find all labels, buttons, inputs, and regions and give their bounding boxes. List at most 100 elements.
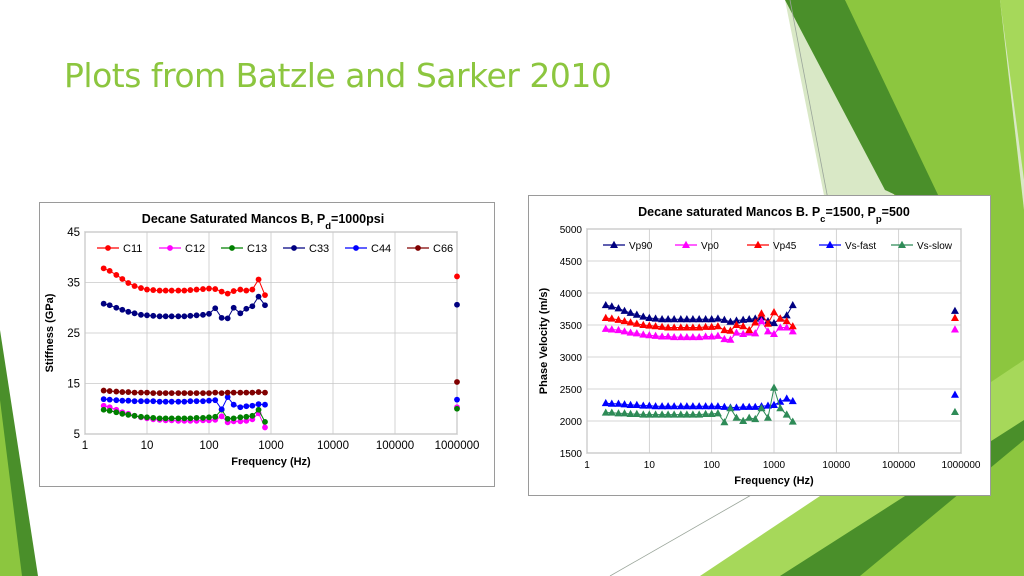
data-point: [658, 332, 667, 340]
corner-shape-top-right-dark: [785, 0, 950, 220]
data-point: [757, 313, 766, 321]
data-point: [125, 397, 132, 404]
data-point: [175, 398, 182, 405]
data-point: [745, 402, 754, 410]
data-point: [249, 402, 256, 409]
legend-label: Vs-slow: [917, 241, 953, 252]
data-point: [670, 323, 679, 331]
y-tick-label: 4500: [560, 257, 583, 268]
data-point: [131, 412, 138, 419]
data-point: [100, 387, 107, 394]
data-point: [776, 404, 785, 412]
data-point: [243, 413, 250, 420]
legend: C11 C12 C13 C33 C44 C66: [97, 243, 453, 255]
data-point: [664, 402, 673, 410]
data-point: [688, 323, 697, 331]
data-point: [682, 402, 691, 410]
y-tick-label: 35: [67, 278, 80, 290]
data-point: [645, 313, 654, 321]
data-point: [607, 399, 616, 407]
data-point: [156, 398, 163, 405]
data-point: [175, 287, 182, 294]
data-point: [113, 304, 120, 311]
data-point: [162, 390, 169, 396]
data-point: [950, 407, 959, 416]
data-point: [206, 285, 212, 292]
legend-label: C11: [123, 243, 142, 255]
data-point: [620, 327, 629, 335]
phase-velocity-chart: Decane saturated Mancos B. Pc=1500, Pp=5…: [528, 195, 991, 496]
data-point: [770, 308, 778, 316]
data-point: [150, 312, 157, 319]
data-point: [701, 332, 710, 340]
data-point: [614, 399, 623, 407]
x-tick-label: 1: [584, 460, 590, 471]
data-point: [645, 401, 654, 409]
series-vp0: [601, 316, 959, 343]
series-c44: [100, 394, 460, 413]
legend-marker: [826, 240, 834, 248]
data-point: [713, 314, 722, 322]
data-point: [720, 334, 729, 343]
legend-label: C12: [185, 243, 205, 255]
data-point: [162, 415, 169, 422]
data-point: [100, 406, 107, 413]
data-point: [626, 318, 635, 326]
data-point: [614, 325, 623, 334]
data-point: [243, 403, 250, 410]
data-point: [206, 397, 212, 404]
data-point: [788, 396, 797, 405]
data-point: [168, 390, 175, 396]
data-point: [181, 287, 188, 294]
data-point: [262, 389, 268, 396]
data-point: [695, 410, 704, 418]
y-tick-label: 4000: [560, 289, 583, 300]
x-tick-label: 1000: [763, 460, 786, 471]
data-point: [454, 405, 460, 412]
data-point: [670, 332, 679, 341]
data-point: [707, 315, 716, 323]
data-point: [607, 408, 616, 416]
data-point: [144, 414, 150, 421]
data-point: [720, 315, 729, 323]
data-point: [175, 415, 182, 422]
data-point: [950, 325, 959, 333]
x-axis-label: Frequency (Hz): [231, 456, 311, 468]
data-point: [607, 302, 616, 310]
y-tick-label: 3500: [560, 321, 583, 332]
data-point: [237, 418, 244, 425]
data-point: [187, 390, 194, 396]
data-point: [739, 322, 748, 330]
data-point: [212, 389, 219, 396]
data-point: [707, 322, 716, 330]
data-point: [695, 332, 704, 341]
data-point: [607, 325, 616, 333]
data-point: [119, 397, 126, 404]
corner-shape-top-right-lime: [1000, 0, 1024, 180]
data-point: [763, 413, 772, 421]
data-point: [113, 272, 120, 278]
stiffness-chart: Decane Saturated Mancos B, Pd=1000psi 5 15…: [39, 202, 495, 487]
data-point: [181, 415, 188, 422]
data-point: [150, 390, 157, 396]
data-point: [255, 293, 262, 300]
data-point: [713, 402, 722, 410]
data-point: [243, 305, 250, 312]
data-point: [150, 414, 157, 421]
data-point: [695, 323, 704, 331]
data-point: [454, 301, 460, 308]
data-point: [651, 331, 660, 339]
data-point: [106, 302, 113, 309]
data-point: [695, 315, 704, 323]
data-point: [732, 413, 741, 421]
series-c11: [100, 265, 460, 299]
legend-marker: [415, 245, 421, 251]
legend-label: C13: [247, 243, 267, 255]
data-point: [620, 400, 629, 408]
data-point: [658, 322, 667, 330]
data-point: [782, 394, 791, 402]
data-point: [739, 315, 748, 323]
data-point: [645, 321, 654, 329]
data-point: [770, 383, 778, 391]
legend-marker: [105, 245, 111, 251]
